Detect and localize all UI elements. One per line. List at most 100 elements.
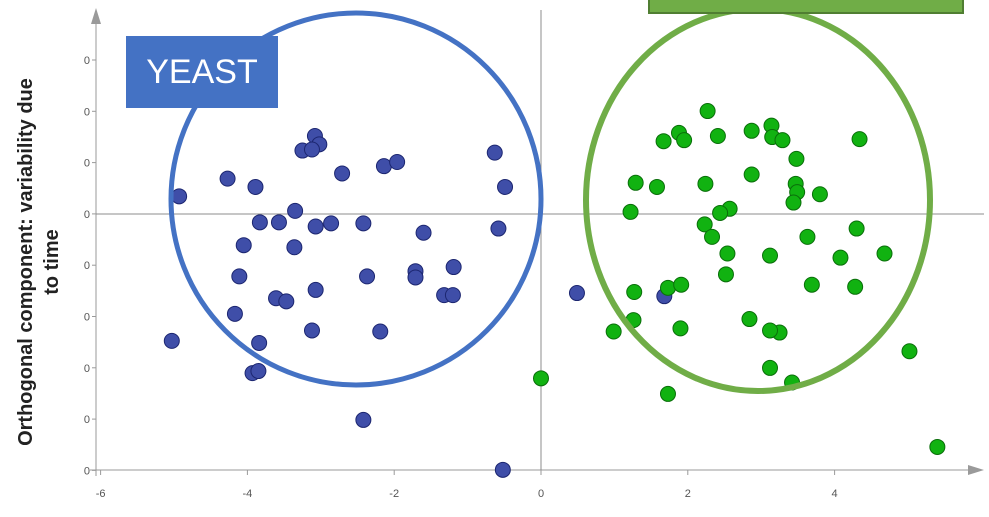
y-tick-label: 0 [84, 260, 90, 272]
blue-data-point [372, 323, 389, 340]
blue-data-point [251, 334, 268, 351]
x-tick-label: 2 [685, 488, 691, 500]
blue-data-point [445, 259, 462, 276]
green-data-point [929, 438, 946, 455]
blue-data-point [490, 220, 507, 237]
green-data-point [648, 178, 665, 195]
green-data-point [851, 131, 868, 148]
green-cluster-circle [583, 6, 933, 394]
x-tick-label: 4 [832, 488, 838, 500]
blue-data-point [226, 305, 243, 322]
green-data-point [605, 323, 622, 340]
blue-data-point [251, 214, 268, 231]
green-data-point [659, 279, 676, 296]
yeast-label: YEAST [126, 36, 278, 108]
blue-data-point [375, 158, 392, 175]
blue-data-point [494, 461, 511, 478]
green-data-point [832, 249, 849, 266]
blue-data-point [497, 178, 514, 195]
green-data-point [712, 204, 729, 221]
points-layer [163, 103, 946, 478]
ticks-layer: -6 -4 -2 0 2 4 0 0 0 0 0 0 0 0 0 [84, 55, 838, 500]
green-data-point [709, 128, 726, 144]
x-axis-arrowhead [968, 465, 984, 475]
blue-data-point [415, 224, 432, 241]
green-data-point [876, 245, 893, 262]
green-data-point [717, 266, 734, 283]
green-data-point [762, 247, 779, 264]
y-tick-label: 0 [84, 158, 90, 170]
green-data-point [743, 166, 760, 183]
green-data-point [697, 175, 714, 192]
blue-data-point [444, 287, 461, 304]
green-data-point [741, 311, 758, 328]
green-data-point [847, 278, 864, 295]
green-data-point [696, 216, 713, 233]
yeast-cluster-circle [168, 10, 544, 388]
y-tick-label: 0 [84, 106, 90, 118]
green-data-point [788, 150, 805, 167]
x-tick-label: -4 [243, 488, 253, 500]
blue-data-point [355, 411, 372, 428]
y-tick-label: 0 [84, 363, 90, 375]
blue-data-point [303, 322, 320, 339]
green-data-point [848, 220, 865, 237]
y-tick-label: 0 [84, 465, 90, 477]
blue-data-point [323, 215, 340, 232]
blue-data-point [286, 239, 303, 256]
blue-data-point [231, 268, 248, 285]
blue-data-point [287, 202, 304, 219]
green-data-point [673, 276, 690, 293]
green-label-box [648, 0, 964, 14]
green-data-point [799, 228, 816, 245]
y-tick-label: 0 [84, 209, 90, 221]
blue-data-point [568, 285, 585, 302]
blue-data-point [278, 293, 295, 310]
x-tick-label: -6 [96, 488, 106, 500]
green-data-point [533, 370, 549, 387]
y-axis-label-line2: to time [41, 229, 63, 295]
blue-data-point [359, 268, 376, 285]
green-data-point [659, 385, 676, 402]
green-data-point [743, 122, 760, 139]
y-axis-label: Orthogonal component: variability due to… [15, 78, 63, 446]
green-data-point [719, 245, 736, 262]
blue-data-point [270, 214, 287, 231]
green-data-point [901, 343, 918, 360]
green-data-point [785, 194, 802, 211]
green-data-point [774, 132, 791, 149]
green-data-point [762, 322, 779, 339]
blue-data-point [307, 218, 324, 235]
blue-data-point [219, 170, 236, 187]
green-data-point [655, 133, 672, 150]
green-data-point [803, 276, 820, 293]
y-axis-arrowhead [91, 8, 101, 24]
x-tick-label: 0 [538, 488, 544, 500]
y-axis-label-line1: Orthogonal component: variability due [15, 78, 37, 446]
green-data-point [699, 103, 716, 120]
green-data-point [811, 186, 828, 203]
blue-data-point [307, 281, 324, 298]
green-data-point [676, 132, 693, 149]
green-data-point [622, 203, 639, 220]
y-tick-label: 0 [84, 414, 90, 426]
blue-data-point [247, 178, 264, 195]
blue-data-point [355, 215, 372, 232]
x-tick-label: -2 [389, 488, 399, 500]
blue-data-point [407, 269, 424, 286]
green-data-point [672, 320, 689, 337]
blue-data-point [235, 237, 252, 254]
blue-data-point [486, 144, 503, 161]
blue-data-point [389, 154, 406, 170]
blue-data-point [303, 141, 320, 158]
blue-data-point [250, 363, 267, 380]
blue-data-point [163, 332, 180, 349]
green-data-point [626, 284, 643, 300]
green-data-point [762, 359, 779, 376]
blue-data-point [171, 188, 188, 205]
y-tick-label: 0 [84, 55, 90, 67]
y-tick-label: 0 [84, 312, 90, 324]
blue-data-point [334, 165, 351, 182]
